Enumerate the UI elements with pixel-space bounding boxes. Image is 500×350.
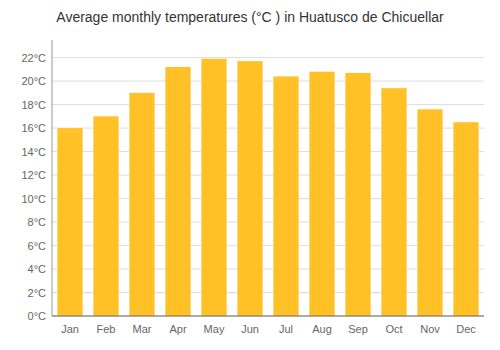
page: {"chart_data": {"type": "bar", "title": … (0, 0, 500, 350)
x-tick-label: Jan (61, 323, 79, 335)
x-axis: Jan Feb Mar Apr May Jun Jul Aug Sep Oct Nov Dec (61, 323, 476, 335)
bars (57, 59, 478, 316)
bar (129, 93, 154, 316)
x-tick-label: Jul (279, 323, 293, 335)
x-tick-label: Mar (133, 323, 152, 335)
chart-container: Average monthly temperatures (°C ) in Hu… (0, 0, 500, 350)
x-tick-label: May (204, 323, 225, 335)
bar (93, 116, 118, 316)
title: Average monthly temperatures (°C ) in Hu… (56, 9, 444, 25)
x-tick-label: Dec (456, 323, 476, 335)
y-axis: 0°C 2°C 4°C 6°C 8°C 10°C 12°C 14°C 16°C 18°C 20°C 2… (21, 52, 484, 322)
y-tick-label: 20°C (21, 75, 46, 87)
chart: Average monthly temperatures (°C ) in Hu… (0, 0, 500, 350)
y-tick-label: 14°C (21, 146, 46, 158)
bar (345, 73, 370, 316)
grid-line (52, 104, 484, 105)
grid-line (52, 57, 484, 58)
bar (201, 59, 226, 316)
y-tick-label: 8°C (28, 216, 47, 228)
x-tick-label: Feb (97, 323, 116, 335)
grid-line (52, 81, 484, 82)
y-tick-label: 16°C (21, 122, 46, 134)
y-tick-label: 22°C (21, 52, 46, 64)
bar (273, 76, 298, 316)
x-axis-line (52, 316, 484, 317)
bar (165, 67, 190, 316)
bar (381, 88, 406, 316)
x-tick-label: Oct (385, 323, 402, 335)
y-tick-label: 10°C (21, 193, 46, 205)
y-tick-label: 0°C (28, 310, 47, 322)
x-tick-label: Sep (348, 323, 368, 335)
y-tick-label: 12°C (21, 169, 46, 181)
x-tick-label: Aug (312, 323, 332, 335)
y-tick-label: 2°C (28, 287, 47, 299)
x-tick-label: Nov (420, 323, 440, 335)
x-tick-label: Apr (169, 323, 186, 335)
bar (237, 61, 262, 316)
y-tick-label: 6°C (28, 240, 47, 252)
grid-line (52, 316, 484, 317)
bar (453, 122, 478, 316)
bar (309, 72, 334, 316)
bar (57, 128, 82, 316)
y-tick-label: 4°C (28, 263, 47, 275)
y-tick-label: 18°C (21, 99, 46, 111)
bar (417, 109, 442, 316)
y-axis-line (52, 40, 53, 316)
x-tick-label: Jun (241, 323, 259, 335)
